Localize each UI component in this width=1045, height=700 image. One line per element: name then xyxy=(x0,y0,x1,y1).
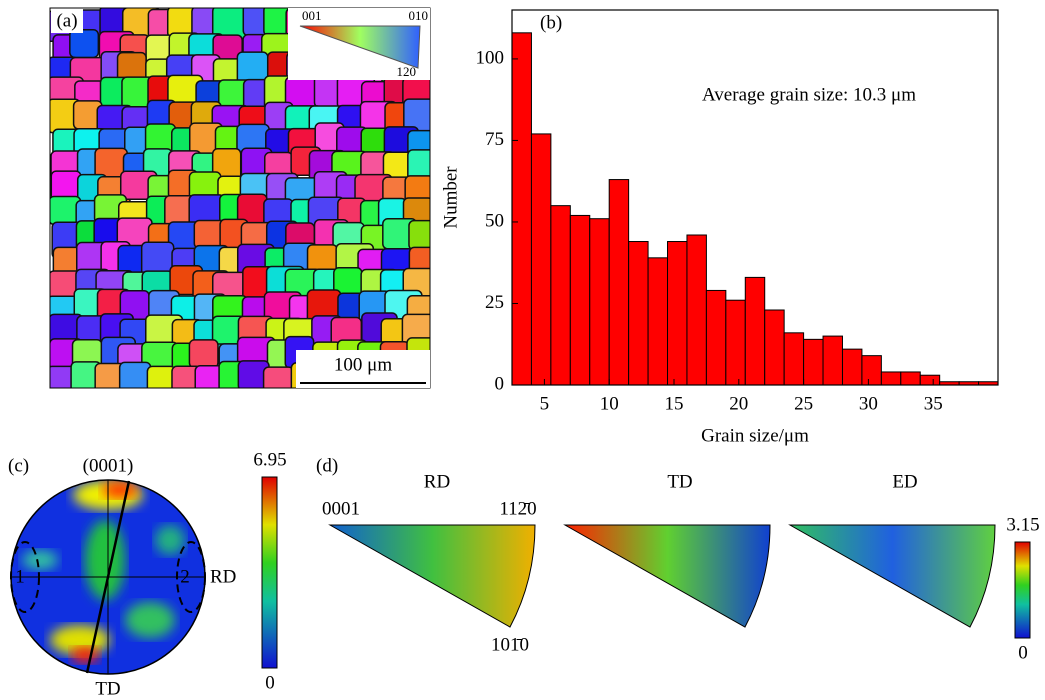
bar xyxy=(647,257,669,386)
bar xyxy=(841,348,863,386)
bar xyxy=(550,205,571,386)
bar xyxy=(530,133,552,386)
bar xyxy=(744,276,766,386)
pf-trace xyxy=(85,480,131,674)
bar xyxy=(608,179,630,386)
panel-label: (c) xyxy=(8,455,29,476)
colorbar xyxy=(1014,541,1031,639)
y-tick-label: 0 xyxy=(495,373,505,394)
pf-region xyxy=(10,541,40,613)
key-label: 120 xyxy=(397,64,417,79)
y-axis-label: Number xyxy=(440,166,461,229)
bar xyxy=(822,335,843,386)
scale-label: 100 μm xyxy=(334,354,392,375)
ipf-title: RD xyxy=(424,471,450,492)
annotation: Average grain size: 10.3 μm xyxy=(702,84,916,105)
scale-box xyxy=(296,350,430,388)
bar xyxy=(900,371,921,386)
corner-label: 112̄0 xyxy=(499,498,536,519)
bar xyxy=(686,234,707,386)
key-label: 010 xyxy=(409,8,429,23)
panel-label: (d) xyxy=(316,455,338,476)
pf-title: (0001) xyxy=(83,455,134,476)
bar xyxy=(628,241,649,386)
pf-region xyxy=(176,541,206,613)
ipf-key xyxy=(299,25,421,69)
pf-blob xyxy=(155,525,185,555)
x-tick-label: 20 xyxy=(729,393,748,414)
key-label: 001 xyxy=(302,8,322,23)
panel-label: (a) xyxy=(56,10,77,31)
x-tick-label: 10 xyxy=(600,393,619,414)
map-frame xyxy=(49,7,431,389)
colorbar-tick-label: 6.95 xyxy=(253,449,286,470)
region-label: 2 xyxy=(180,566,190,587)
colorbar-tick-label: 3.15 xyxy=(1006,514,1039,535)
grain xyxy=(69,28,100,59)
bar xyxy=(919,374,941,386)
x-axis-label: Grain size/μm xyxy=(701,425,809,446)
bar xyxy=(511,32,532,386)
pf-blob xyxy=(102,482,138,498)
bar xyxy=(725,299,746,386)
bar xyxy=(705,289,727,386)
axis-label: RD xyxy=(210,566,236,587)
ipf-title: TD xyxy=(667,471,692,492)
bar xyxy=(861,355,882,386)
bar xyxy=(764,309,785,386)
panel-label: (b) xyxy=(540,12,562,33)
ipf-sector xyxy=(328,524,536,628)
grain xyxy=(188,339,219,369)
x-tick-label: 5 xyxy=(540,393,550,414)
grain xyxy=(262,366,295,388)
plot-frame xyxy=(511,9,999,386)
corner-label: 101̄0 xyxy=(491,634,529,655)
colorbar-tick-label: 0 xyxy=(265,672,275,693)
bar xyxy=(569,214,591,386)
y-tick-label: 50 xyxy=(485,210,504,231)
region-label: 1 xyxy=(15,566,25,587)
bar xyxy=(667,241,688,386)
pf-blob xyxy=(22,550,58,570)
bar xyxy=(803,338,824,386)
x-tick-label: 25 xyxy=(794,393,813,414)
axis-label: TD xyxy=(95,678,120,699)
bar xyxy=(783,332,805,386)
x-tick-label: 15 xyxy=(665,393,684,414)
corner-label: 0001 xyxy=(322,498,360,519)
ipf-fills xyxy=(328,524,996,628)
x-tick-label: 35 xyxy=(924,393,943,414)
x-tick-label: 30 xyxy=(859,393,878,414)
grain xyxy=(408,219,430,251)
y-tick-label: 100 xyxy=(476,47,505,68)
colorbar-tick-label: 0 xyxy=(1018,642,1028,663)
y-tick-label: 25 xyxy=(485,292,504,313)
ipf-sector xyxy=(788,524,996,628)
pf-blob xyxy=(71,647,99,663)
bar xyxy=(589,218,610,386)
colorbar xyxy=(261,476,278,669)
y-tick-label: 75 xyxy=(485,129,504,150)
ipf-title: ED xyxy=(892,471,917,492)
pf-blob xyxy=(125,602,175,638)
label-box xyxy=(51,9,83,33)
ipf-sector xyxy=(563,524,771,628)
bar xyxy=(880,371,902,386)
